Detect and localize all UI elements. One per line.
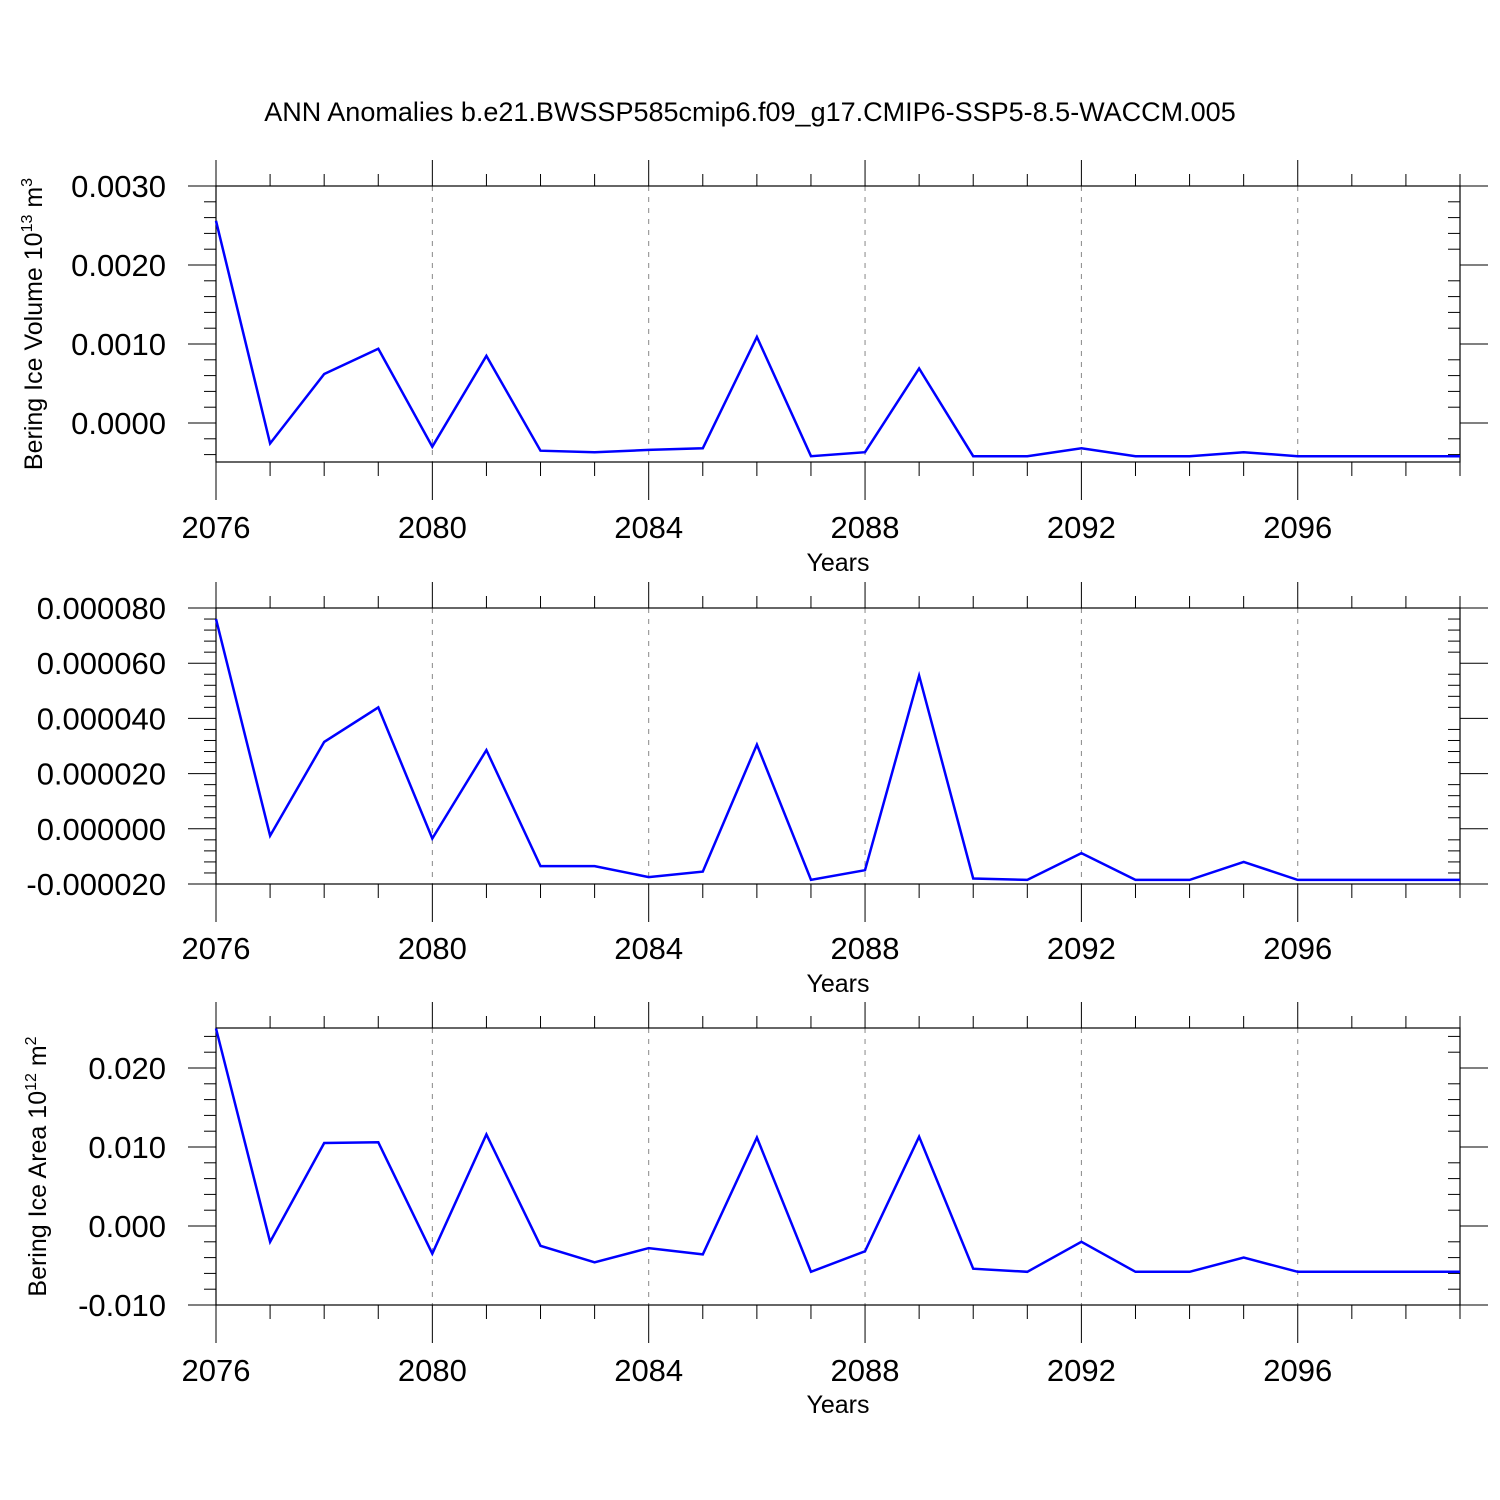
y-tick-label: 0.0030 [71, 169, 166, 204]
x-tick-label: 2076 [182, 931, 251, 966]
y-tick-label: -0.010 [78, 1288, 166, 1323]
y-tick-label: 0.000000 [37, 812, 166, 847]
y-tick-label: 0.0010 [71, 327, 166, 362]
x-tick-label: 2084 [614, 1353, 683, 1388]
y-tick-label: 0.000 [88, 1209, 166, 1244]
x-tick-label: 2084 [614, 510, 683, 545]
plot-frame [215, 1027, 1461, 1306]
plot-frame [215, 185, 1461, 463]
y-axis-title: Bering Ice Area 1012 m2 [23, 1036, 52, 1296]
x-tick-label: 2076 [182, 510, 251, 545]
y-tick-label: -0.000020 [26, 867, 166, 902]
x-tick-label: 2088 [831, 1353, 900, 1388]
x-tick-label: 2080 [398, 510, 467, 545]
y-tick-label: 0.000040 [37, 701, 166, 736]
series-line [214, 1028, 1460, 1274]
series-line [214, 618, 1460, 882]
x-tick-label: 2092 [1047, 510, 1116, 545]
y-tick-label: 0.000020 [37, 757, 166, 792]
plot-frame [215, 607, 1461, 885]
figure-title: ANN Anomalies b.e21.BWSSP585cmip6.f09_g1… [264, 97, 1235, 127]
x-tick-label: 2088 [831, 510, 900, 545]
y-tick-label: 0.000060 [37, 646, 166, 681]
y-tick-label: 0.000080 [37, 591, 166, 626]
x-tick-label: 2092 [1047, 1353, 1116, 1388]
x-axis-title: Years [806, 970, 869, 998]
y-axis-title: Bering Ice Volume 1013 m3 [19, 178, 48, 470]
y-tick-label: 0.020 [88, 1051, 166, 1086]
y-tick-label: 0.0020 [71, 248, 166, 283]
x-tick-label: 2092 [1047, 931, 1116, 966]
x-tick-label: 2096 [1263, 931, 1332, 966]
series-line [214, 220, 1460, 458]
panel-2: 0.000080 0.000060 0.000040 0.000020 0.000000… [26, 582, 1488, 998]
x-tick-label: 2084 [614, 931, 683, 966]
x-tick-label: 2096 [1263, 510, 1332, 545]
x-tick-label: 2096 [1263, 1353, 1332, 1388]
x-tick-label: 2076 [182, 1353, 251, 1388]
y-tick-label: 0.0000 [71, 406, 166, 441]
x-axis-title: Years [806, 1391, 869, 1419]
x-axis-title: Years [806, 549, 869, 577]
x-tick-label: 2080 [398, 1353, 467, 1388]
panel-3: 0.020 0.010 0.000 -0.010 2076 2080 2084 2088 209… [23, 1002, 1488, 1419]
x-tick-label: 2080 [398, 931, 467, 966]
panel-1: 0.0030 0.0020 0.0010 0.0000 2076 2080 2084 2088… [19, 160, 1488, 577]
y-tick-label: 0.010 [88, 1130, 166, 1165]
x-tick-label: 2088 [831, 931, 900, 966]
